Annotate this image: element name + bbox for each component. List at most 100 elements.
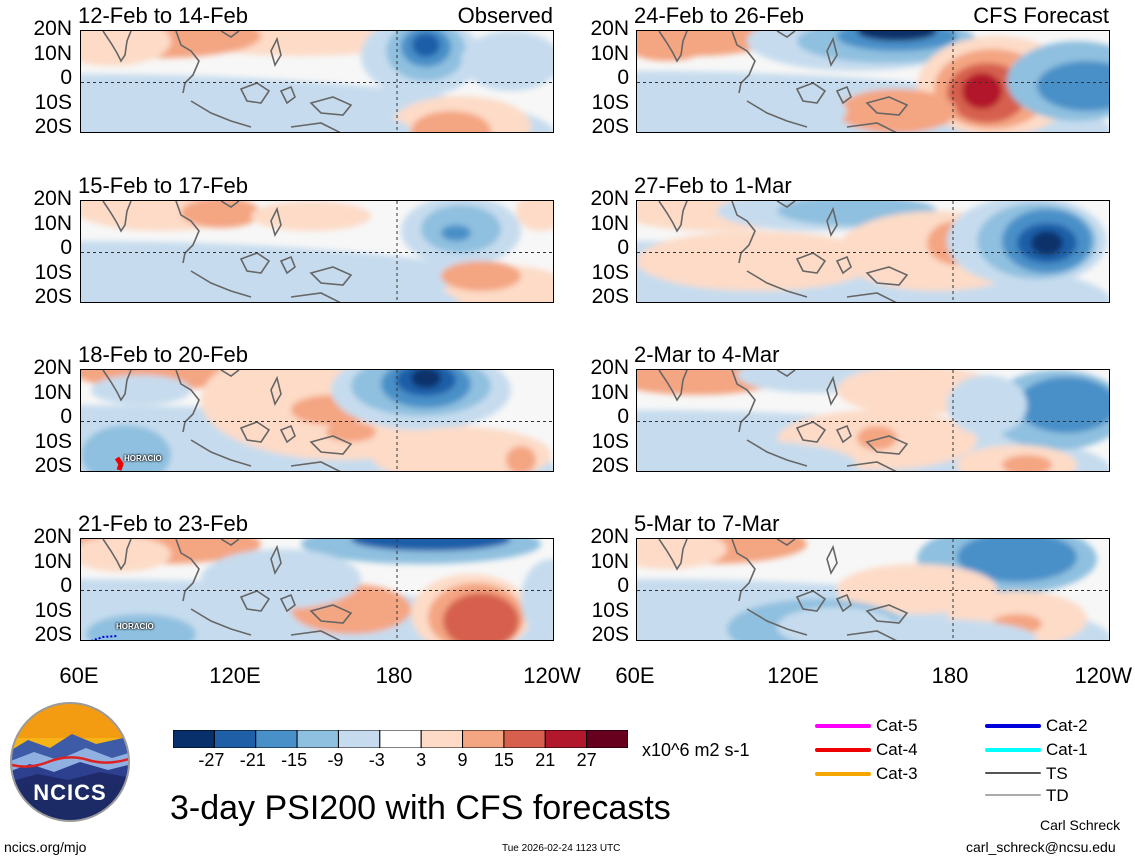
colorbar-swatch: [337, 729, 381, 749]
anomaly-blob: [1031, 231, 1063, 255]
anomaly-blob: [201, 549, 361, 609]
coastline: [835, 255, 852, 275]
anomaly-blob: [837, 89, 957, 132]
coastline: [220, 31, 240, 38]
anomaly-blob: [411, 111, 491, 132]
colorbar-swatch: [503, 729, 546, 749]
lat-tick-label: 0: [617, 405, 629, 428]
colorbar-tick-label: -15: [281, 750, 308, 770]
psi200-map: [636, 369, 1110, 472]
coastline: [846, 122, 897, 132]
coastline: [190, 270, 252, 298]
anomaly-blob: [521, 559, 553, 639]
coastline: [826, 206, 838, 237]
lat-tick-label: 20S: [34, 285, 72, 308]
psi200-map: [80, 30, 554, 133]
anomaly-blob: [411, 370, 441, 388]
footer-timestamp: Tue 2026-02-24 1123 UTC: [502, 843, 621, 854]
coastline: [239, 82, 271, 104]
coastline: [290, 122, 341, 132]
coastline: [220, 539, 240, 546]
anomaly-blob: [441, 261, 521, 291]
lon-label-left-180: 180: [375, 663, 413, 688]
lat-tick-label: 20S: [591, 623, 629, 646]
storm-legend-swatch: [815, 748, 871, 752]
storm-legend-label: Cat-5: [876, 716, 918, 735]
colorbar-tick-label: -21: [239, 750, 266, 770]
psi200-map: [636, 200, 1110, 303]
coastline: [795, 590, 827, 612]
storm-legend-label: Cat-4: [876, 740, 918, 759]
coastline: [102, 31, 132, 63]
psi200-map: [636, 30, 1110, 133]
coastline: [270, 375, 282, 406]
lat-tick-label: 20S: [591, 115, 629, 138]
lat-tick-label: 20N: [33, 525, 72, 548]
panel-title: 27-Feb to 1-Mar: [634, 173, 792, 198]
colorbar-swatch: [379, 729, 422, 749]
panel-title: 2-Mar to 4-Mar: [634, 342, 780, 367]
coastline: [239, 252, 271, 274]
panel-title: 24-Feb to 26-Feb: [634, 3, 804, 28]
coastline: [270, 36, 282, 67]
lat-tick-label: 10N: [590, 41, 629, 65]
coastline: [776, 370, 796, 377]
lon-label-right-120w: 120W: [1074, 663, 1132, 688]
coastline: [746, 100, 808, 128]
lat-tick-label: 0: [617, 66, 629, 89]
colorbar-swatch: [255, 729, 298, 749]
storm-legend-label: TS: [1046, 764, 1068, 783]
lon-label-left-120e: 120E: [209, 663, 261, 688]
colorbar-swatch: [586, 729, 629, 749]
storm-legend-label: TD: [1046, 786, 1069, 805]
lat-tick-label: 10S: [591, 598, 629, 622]
panel-title: 15-Feb to 17-Feb: [78, 173, 248, 198]
coastline: [865, 96, 909, 116]
coastline: [865, 604, 909, 624]
anomaly-blob: [962, 73, 1002, 109]
lat-tick-label: 0: [60, 405, 72, 428]
coastline: [279, 424, 296, 444]
colorbar-tick-label: 21: [535, 750, 556, 770]
storm-name-label: HORACIO: [124, 454, 162, 463]
lat-tick-label: 10S: [591, 260, 629, 284]
anomaly-blob: [181, 201, 261, 228]
storm-legend-swatch: [815, 772, 871, 776]
colorbar-swatch: [296, 729, 339, 749]
coastline: [102, 370, 132, 402]
coastline: [835, 85, 852, 105]
psi200-map: [80, 538, 554, 641]
coastline: [846, 630, 897, 640]
storm-name-label: HORACIO: [116, 622, 154, 631]
storm-legend-swatch: [985, 794, 1041, 796]
lon-label-left-60e: 60E: [59, 663, 99, 688]
lat-tick-label: 20S: [591, 454, 629, 477]
anomaly-blob: [81, 425, 171, 471]
footer-url: ncics.org/mjo: [4, 839, 87, 855]
anomaly-blob: [251, 201, 371, 231]
colorbar-tick-label: -3: [368, 750, 385, 770]
lat-tick-label: 20N: [33, 17, 72, 40]
coastline: [746, 608, 808, 636]
coastline: [746, 270, 808, 298]
psi200-map: [80, 200, 554, 303]
footer-email: carl_schreck@ncsu.edu: [966, 839, 1116, 855]
storm-legend-swatch: [815, 724, 871, 728]
coastline: [658, 370, 688, 402]
anomaly-blob: [1002, 455, 1052, 471]
psi200-map: [80, 369, 554, 472]
anomaly-blob: [351, 539, 511, 551]
coastline: [290, 292, 341, 302]
lat-tick-label: 20N: [590, 187, 629, 210]
coastline: [776, 31, 796, 38]
coastline: [190, 608, 252, 636]
colorbar-swatch: [462, 729, 505, 749]
colorbar-tick-label: 3: [416, 750, 427, 770]
lat-tick-label: 20N: [590, 17, 629, 40]
coastline: [220, 201, 240, 208]
storm-legend-label: Cat-3: [876, 764, 918, 783]
lat-tick-label: 20N: [590, 525, 629, 548]
coastline: [290, 630, 341, 640]
lat-tick-label: 10N: [33, 211, 72, 235]
coastline: [658, 201, 688, 233]
